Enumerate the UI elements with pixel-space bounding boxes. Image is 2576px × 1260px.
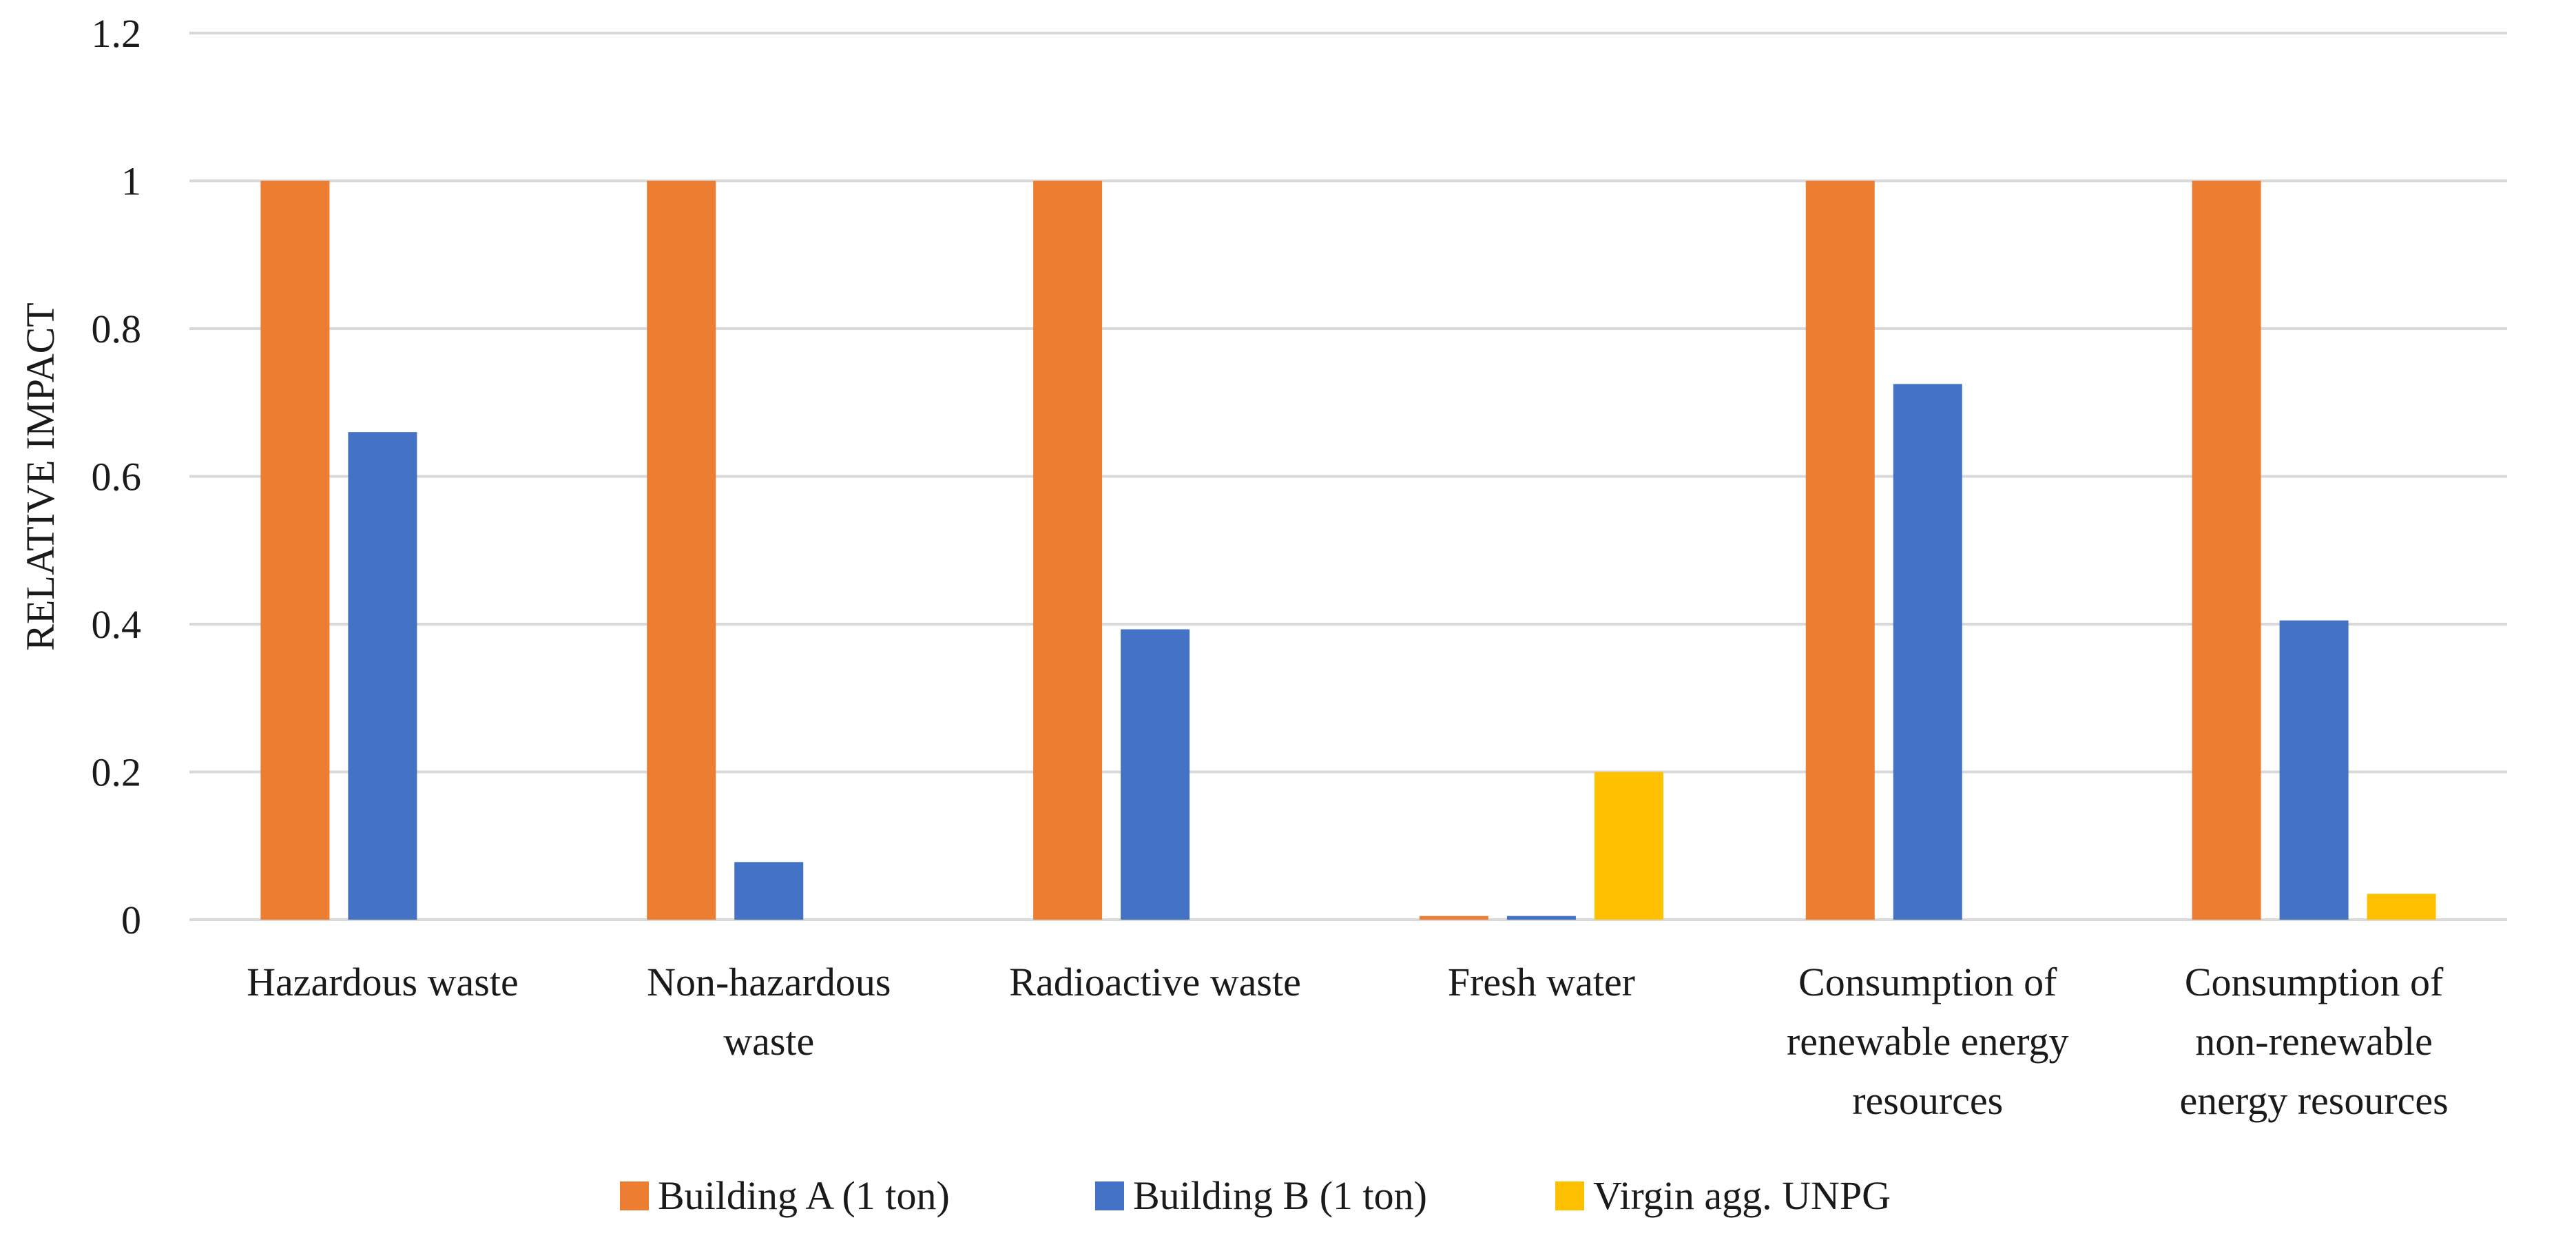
- bar: [1121, 629, 1190, 920]
- bar: [1506, 916, 1576, 920]
- x-category-label: Consumption of renewable energy resources: [1787, 960, 2069, 1123]
- y-tick-label: 1: [121, 159, 141, 204]
- x-category-label: Fresh water: [1448, 960, 1635, 1004]
- bar: [2192, 180, 2261, 920]
- gridlines: [189, 32, 2507, 921]
- legend: Building A (1 ton) Building B (1 ton) Virg…: [620, 1173, 1891, 1218]
- y-axis-title: RELATIVE IMPACT: [18, 302, 63, 650]
- bar: [1419, 916, 1488, 920]
- y-tick-label: 0: [121, 898, 141, 942]
- bars: [260, 180, 2436, 920]
- legend-label: Virgin agg. UNPG: [1593, 1173, 1891, 1218]
- x-category-label: Consumption of non-renewable energy resour…: [2179, 960, 2448, 1123]
- y-tick-label: 0.8: [92, 307, 142, 351]
- x-category-label: Non-hazardous waste: [647, 960, 891, 1064]
- y-tick-label: 1.2: [92, 11, 142, 56]
- bar: [1594, 772, 1663, 920]
- y-tick-label: 0.4: [92, 602, 142, 647]
- bar: [348, 432, 417, 920]
- legend-swatch: [620, 1181, 649, 1210]
- bar: [734, 862, 804, 920]
- legend-swatch: [1095, 1181, 1124, 1210]
- x-category-label: Radioactive waste: [1009, 960, 1301, 1004]
- y-tick-label: 0.2: [92, 750, 142, 795]
- legend-swatch: [1555, 1181, 1584, 1210]
- x-category-label: Hazardous waste: [247, 960, 519, 1004]
- legend-label: Building B (1 ton): [1133, 1173, 1427, 1218]
- legend-label: Building A (1 ton): [658, 1173, 950, 1218]
- y-tick-label: 0.6: [92, 455, 142, 499]
- y-axis-ticks: 0 0.2 0.4 0.6 0.8 1 1.2: [92, 11, 142, 942]
- bar: [1893, 384, 1962, 920]
- bar: [647, 180, 716, 920]
- x-axis-category-labels: Hazardous waste Non-hazardous waste Radioac…: [247, 960, 2449, 1123]
- bar: [260, 180, 330, 920]
- bar: [1805, 180, 1875, 920]
- bar: [2367, 894, 2436, 920]
- bar: [2279, 620, 2349, 920]
- bar: [1033, 180, 1103, 920]
